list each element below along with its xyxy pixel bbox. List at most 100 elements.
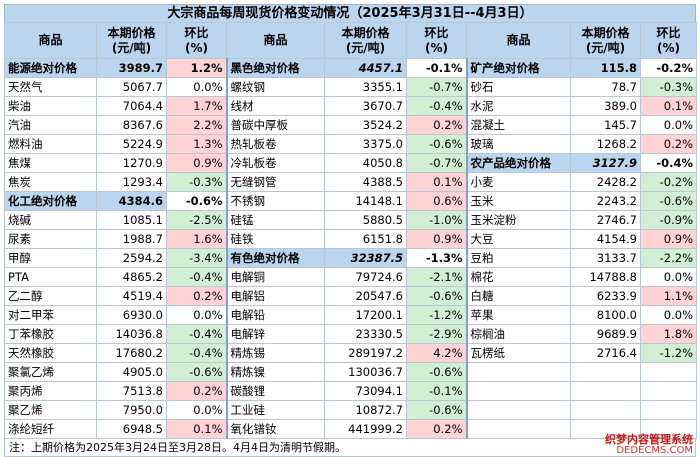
commodity-name [465,419,571,439]
header-price: 本期价格 (元/吨) [324,22,407,59]
change-value: 0.2% [166,286,227,306]
change-value: -0.1% [406,381,467,401]
table-row: 聚乙烯 7950.0 0.0% 工业硅 10872.7 -0.6% [4,400,697,420]
table-row: 天然橡胶 17680.2 -0.4% 精炼锡 289197.2 4.2% 瓦楞纸 2716.4… [4,343,697,363]
commodity-name: 焦煤 [4,153,97,173]
header-row: 商品 本期价格 (元/吨) 环比 (%) 商品 本期价格 (元/吨) 环比 (%) 商品… [4,22,697,59]
change-value: -0.4% [640,153,697,173]
category-name: 化工绝对价格 [4,191,97,211]
change-value: 0.0% [640,267,697,287]
change-value: 2.2% [166,115,227,135]
price-value: 5067.7 [96,77,167,97]
header-price: 本期价格 (元/吨) [570,22,641,59]
commodity-name: 天然橡胶 [4,343,97,363]
table-row: 柴油 7064.4 1.7% 线材 3670.7 -0.4% 水泥 389.0 0.1% [4,96,697,116]
price-value: 4457.1 [324,58,407,78]
change-value: -0.6% [406,134,467,154]
change-value: 0.1% [406,172,467,192]
table-row: 烧碱 1085.1 -2.5% 硅锰 5880.5 -1.0% 玉米淀粉 2746.7 -0.9… [4,210,697,230]
commodity-name [465,381,571,401]
commodity-name: 混凝土 [465,115,571,135]
price-value: 3355.1 [324,77,407,97]
price-value: 1988.7 [96,229,167,249]
price-value: 3989.7 [96,58,167,78]
change-value: 0.2% [406,419,467,439]
header-name: 商品 [4,22,97,59]
header-change: 环比 (%) [406,22,467,59]
change-value: 1.6% [166,229,227,249]
commodity-name: 聚丙烯 [4,381,97,401]
price-value: 4050.8 [324,153,407,173]
price-value: 78.7 [570,77,641,97]
commodity-name: 焦炭 [4,172,97,192]
change-value [640,400,697,420]
price-value: 115.8 [570,58,641,78]
commodity-name: 电解锌 [225,324,325,344]
commodity-name: 柴油 [4,96,97,116]
commodity-name: 大豆 [465,229,571,249]
change-value: -2.5% [166,210,227,230]
commodity-name: 汽油 [4,115,97,135]
change-value: -0.4% [406,96,467,116]
commodity-name: 对二甲苯 [4,305,97,325]
price-value: 1270.9 [96,153,167,173]
price-value: 5224.9 [96,134,167,154]
commodity-name: 丁苯橡胶 [4,324,97,344]
commodity-name: 水泥 [465,96,571,116]
price-value: 3524.2 [324,115,407,135]
change-value: -3.4% [166,248,227,268]
table-body: 能源绝对价格 3989.7 1.2% 黑色绝对价格 4457.1 -0.1% 矿产绝对价格 1… [4,58,697,439]
commodity-name: 天然气 [4,77,97,97]
commodity-name: PTA [4,267,97,287]
price-value: 8367.6 [96,115,167,135]
change-value: -2.9% [406,324,467,344]
price-value: 7513.8 [96,381,167,401]
commodity-name: 苹果 [465,305,571,325]
price-value: 1268.2 [570,134,641,154]
footnote: 注：上期价格为2025年3月24日至3月28日。4月4日为清明节假期。 织梦内容… [4,434,696,457]
commodity-name: 不锈钢 [225,191,325,211]
change-value: -0.6% [166,191,227,211]
change-value: 0.9% [640,229,697,249]
price-value: 2716.4 [570,343,641,363]
price-value: 3127.9 [570,153,641,173]
commodity-name: 热轧板卷 [225,134,325,154]
change-value: -0.3% [166,172,227,192]
change-value: 0.2% [640,134,697,154]
price-table: 商品 本期价格 (元/吨) 环比 (%) 商品 本期价格 (元/吨) 环比 (%) 商品… [4,22,697,439]
commodity-name: 白糖 [465,286,571,306]
table-row: 涤纶短纤 6948.5 0.1% 氧化镨钕 441999.2 0.2% [4,419,697,439]
change-value: 0.9% [406,229,467,249]
commodity-name [465,362,571,382]
price-value: 73094.1 [324,381,407,401]
change-value: -0.6% [166,362,227,382]
header-name: 商品 [226,22,325,59]
commodity-name: 精炼镍 [225,362,325,382]
change-value: 4.2% [406,343,467,363]
category-name: 有色绝对价格 [225,248,325,268]
header-price: 本期价格 (元/吨) [96,22,167,59]
change-value: -0.7% [406,77,467,97]
table-row: 尿素 1988.7 1.6% 硅铁 6151.8 0.9% 大豆 4154.9 0.9% [4,229,697,249]
change-value: -0.6% [640,191,697,211]
header-change: 环比 (%) [166,22,227,59]
commodity-name: 聚氯乙烯 [4,362,97,382]
change-value: 0.0% [166,305,227,325]
price-value: 6948.5 [96,419,167,439]
price-value: 79724.6 [324,267,407,287]
change-value: -1.2% [406,305,467,325]
commodity-name: 螺纹钢 [225,77,325,97]
change-value: 1.2% [166,58,227,78]
price-value: 23330.5 [324,324,407,344]
price-value: 3133.7 [570,248,641,268]
price-value: 1085.1 [96,210,167,230]
price-value: 2746.7 [570,210,641,230]
table-row: 甲醇 2594.2 -3.4% 有色绝对价格 32387.5 -1.3% 豆粕 3133.7-… [4,248,697,268]
price-value: 4388.5 [324,172,407,192]
commodity-name: 砂石 [465,77,571,97]
price-value: 5880.5 [324,210,407,230]
commodity-name: 硅铁 [225,229,325,249]
change-value: -0.7% [406,153,467,173]
commodity-name: 烧碱 [4,210,97,230]
change-value: -1.2% [640,343,697,363]
